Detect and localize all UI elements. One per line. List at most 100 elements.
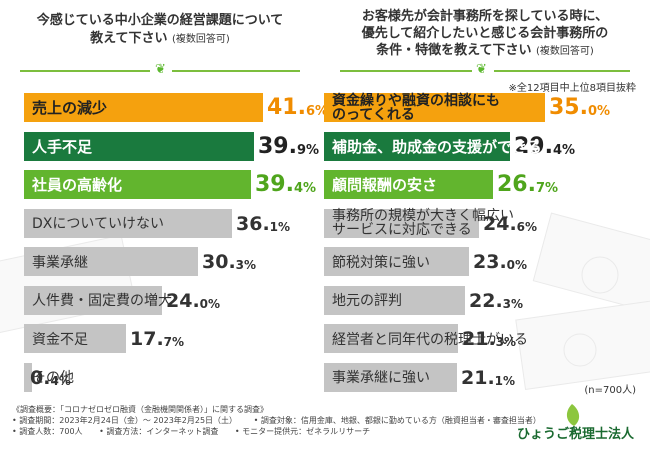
bar: 資金不足 xyxy=(24,324,126,353)
bar-label-line: その他 xyxy=(32,370,74,386)
bar-label-line: のってくれる xyxy=(332,106,415,123)
bar-label: 資金繰りや融資の相談にも のってくれる xyxy=(332,94,500,122)
bar-label: 事業承継 xyxy=(32,252,88,272)
left-question: 今感じている中小企業の経営課題について 教えて下さい (複数回答可) xyxy=(20,12,300,49)
value-label-minor: 7% xyxy=(535,181,559,196)
bar: 人手不足 xyxy=(24,131,254,161)
leaf-icon: ❦ xyxy=(155,62,166,77)
survey-footer: 《調査概要：「コロナゼロゼロ融資（金融機関関係者）」に関する調査》 • 調査期間… xyxy=(12,404,555,437)
value-label-major: 36. xyxy=(236,212,270,235)
value-label: 23. 0% xyxy=(473,247,527,276)
value-label-minor: 6% xyxy=(305,104,329,119)
value-label: 21. 3% xyxy=(462,324,516,353)
value-label: 39. 9% xyxy=(258,132,319,161)
bar-label: DXについていけない xyxy=(32,213,164,233)
value-label-minor: 4% xyxy=(293,181,317,196)
value-label-major: 39. xyxy=(258,133,297,159)
value-label: 36. 1% xyxy=(236,209,290,238)
value-label-minor: 1% xyxy=(494,373,516,388)
value-label-minor: 1% xyxy=(269,219,291,234)
value-label: 24. 0% xyxy=(166,286,220,315)
value-label-major: 24. xyxy=(483,212,517,235)
value-label-major: 22. xyxy=(469,289,503,312)
subset-note: ※全12項目中上位8項目抜粋 xyxy=(508,83,636,94)
value-label-minor: 0% xyxy=(506,258,528,272)
bar-label: 事務所の規模が大きく幅広い サービスに対応できる xyxy=(332,209,514,237)
value-label-major: 35. xyxy=(549,95,588,120)
value-label-major: 26. xyxy=(497,172,536,197)
bar-row: 事業承継 30. 3% xyxy=(24,247,353,276)
bar-row: 社員の高齢化 39. 4% xyxy=(24,170,353,199)
bar-label: 顧問報酬の安さ xyxy=(332,174,437,195)
value-label-minor: 0% xyxy=(587,104,611,119)
right-question: お客様先が会計事務所を探している時に、 優先して紹介したいと感じる会計事務所の … xyxy=(340,8,630,60)
bar: 地元の評判 xyxy=(324,285,465,315)
value-label-major: 0. xyxy=(30,366,51,389)
bar-label-line: 経営者と同年代の税理士がいる xyxy=(332,331,528,348)
bar: 顧問報酬の安さ xyxy=(324,170,493,199)
value-label: 22. 3% xyxy=(469,286,523,315)
value-label-major: 17. xyxy=(130,328,164,350)
value-label-minor: 4% xyxy=(50,373,71,388)
bar-label-line: 売上の減少 xyxy=(32,99,108,117)
value-label: 29. 4% xyxy=(514,132,575,161)
bar: 経営者と同年代の税理士がいる xyxy=(324,324,528,353)
bar-row: 補助金、助成金の支援ができる 29. 4% xyxy=(324,131,650,161)
value-label-minor: 3% xyxy=(235,258,257,272)
value-label-minor: 6% xyxy=(516,219,538,234)
bar-row: 地元の評判 22. 3% xyxy=(324,285,650,315)
bar-label-line: 事務所の規模が大きく幅広い xyxy=(332,208,514,224)
bar-label: その他 xyxy=(32,367,74,387)
bar-row: 人手不足 39. 9% xyxy=(24,131,353,161)
value-label: 0. 4% xyxy=(30,363,71,392)
bar-label-line: 事業承継 xyxy=(32,254,88,271)
survey-method: • 調査方法：インターネット調査 xyxy=(99,427,219,436)
bar: 社員の高齢化 xyxy=(24,170,251,199)
bar: 事業承継 xyxy=(24,247,198,276)
right-question-line1: お客様先が会計事務所を探している時に、 xyxy=(361,9,609,24)
bar-row: 人件費・固定費の増大 24. 0% xyxy=(24,285,353,315)
bar-row: 事務所の規模が大きく幅広い サービスに対応できる 24. 6% xyxy=(324,208,650,238)
left-question-line1: 今感じている中小企業の経営課題について xyxy=(36,13,284,28)
bar-label-line: サービスに対応できる xyxy=(332,222,472,238)
bar-label-line: 資金不足 xyxy=(32,331,88,348)
value-label: 39. 4% xyxy=(255,170,316,199)
bar-label-line: 顧問報酬の安さ xyxy=(332,176,438,194)
logo-text: ひょうご税理士法人 xyxy=(516,427,634,442)
survey-overview: 《調査概要：「コロナゼロゼロ融資（金融機関関係者）」に関する調査》 xyxy=(12,405,268,414)
bar: 売上の減少 xyxy=(24,93,263,122)
bar-label: 地元の評判 xyxy=(332,290,402,310)
value-label-minor: 3% xyxy=(502,296,524,311)
bar-label-line: 事業承継に強い xyxy=(332,370,430,386)
value-label: 24. 6% xyxy=(483,209,537,238)
bar: その他 xyxy=(24,362,74,392)
sample-size-note: (n=700人) xyxy=(584,385,636,396)
bar-label-line: 地元の評判 xyxy=(332,293,402,309)
bar-label: 人手不足 xyxy=(32,136,92,157)
value-label: 41. 6% xyxy=(267,93,328,122)
bar-label-line: 人件費・固定費の増大 xyxy=(32,293,172,309)
bar-row: その他 0. 4% xyxy=(24,362,353,392)
bar-label: 補助金、助成金の支援ができる xyxy=(332,136,542,157)
bar: DXについていけない xyxy=(24,208,232,238)
bar-label: 節税対策に強い xyxy=(332,252,430,272)
right-question-note: (複数回答可) xyxy=(536,46,594,57)
left-question-note: (複数回答可) xyxy=(172,34,230,45)
bar-row: 経営者と同年代の税理士がいる 21. 3% xyxy=(324,324,650,353)
bar-label: 社員の高齢化 xyxy=(32,174,122,195)
bar-label-line: 節税対策に強い xyxy=(332,254,430,271)
value-label-minor: 7% xyxy=(163,335,185,349)
bar-label: 人件費・固定費の増大 xyxy=(32,290,172,310)
bar-label-line: 人手不足 xyxy=(32,137,93,156)
bar: 節税対策に強い xyxy=(324,247,469,276)
value-label: 26. 7% xyxy=(497,170,558,199)
left-divider xyxy=(172,70,300,72)
value-label-minor: 9% xyxy=(296,142,320,158)
leaf-icon: ❦ xyxy=(476,62,487,77)
value-label-major: 29. xyxy=(514,133,553,159)
bar-label: 売上の減少 xyxy=(32,97,107,118)
bar-label: 事業承継に強い xyxy=(332,367,430,387)
value-label: 17. 7% xyxy=(130,324,184,353)
bar-label-line: 社員の高齢化 xyxy=(32,176,123,194)
survey-target: • 調査対象：信用金庫、地銀、都銀に勤めている方（融資担当者・審査担当者） xyxy=(253,416,541,425)
